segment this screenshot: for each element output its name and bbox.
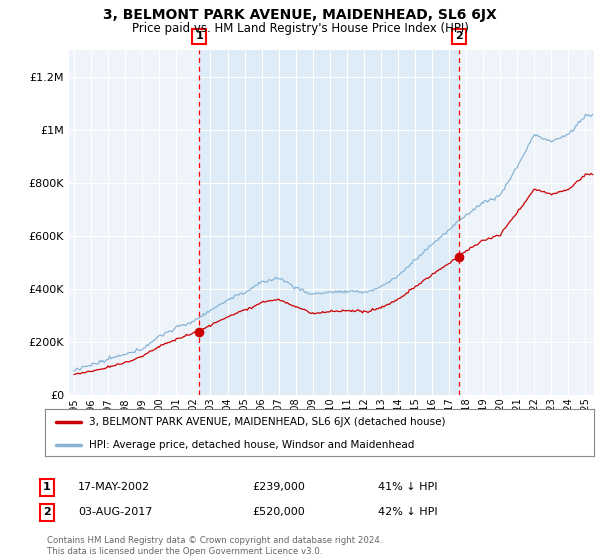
Text: 17-MAY-2002: 17-MAY-2002 xyxy=(78,482,150,492)
Text: £520,000: £520,000 xyxy=(252,507,305,517)
Text: Contains HM Land Registry data © Crown copyright and database right 2024.
This d: Contains HM Land Registry data © Crown c… xyxy=(47,536,382,556)
Text: 1: 1 xyxy=(43,482,50,492)
Text: 3, BELMONT PARK AVENUE, MAIDENHEAD, SL6 6JX (detached house): 3, BELMONT PARK AVENUE, MAIDENHEAD, SL6 … xyxy=(89,417,445,427)
Text: £239,000: £239,000 xyxy=(252,482,305,492)
Text: Price paid vs. HM Land Registry's House Price Index (HPI): Price paid vs. HM Land Registry's House … xyxy=(131,22,469,35)
Text: 2: 2 xyxy=(455,31,463,41)
Text: 2: 2 xyxy=(43,507,50,517)
Text: 41% ↓ HPI: 41% ↓ HPI xyxy=(378,482,437,492)
Text: 03-AUG-2017: 03-AUG-2017 xyxy=(78,507,152,517)
Text: 42% ↓ HPI: 42% ↓ HPI xyxy=(378,507,437,517)
Text: 1: 1 xyxy=(195,31,203,41)
Text: 3, BELMONT PARK AVENUE, MAIDENHEAD, SL6 6JX: 3, BELMONT PARK AVENUE, MAIDENHEAD, SL6 … xyxy=(103,8,497,22)
Bar xyxy=(199,50,459,395)
Text: HPI: Average price, detached house, Windsor and Maidenhead: HPI: Average price, detached house, Wind… xyxy=(89,440,414,450)
